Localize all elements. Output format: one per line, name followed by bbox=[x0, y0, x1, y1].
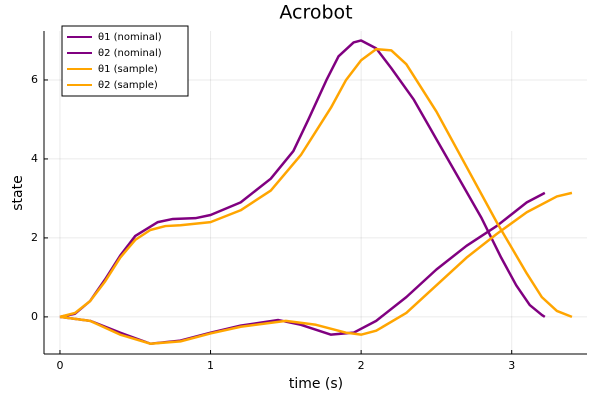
legend-label: θ2 (nominal) bbox=[98, 48, 162, 59]
y-tick-label: 0 bbox=[31, 310, 38, 323]
x-tick-label: 2 bbox=[358, 359, 365, 372]
y-tick-label: 6 bbox=[31, 73, 38, 86]
line bbox=[59, 47, 573, 319]
legend-label: θ1 (sample) bbox=[98, 64, 158, 75]
legend-label: θ1 (nominal) bbox=[98, 32, 162, 43]
line bbox=[59, 191, 546, 345]
chart-title: Acrobot bbox=[279, 2, 352, 24]
x-tick-label: 1 bbox=[207, 359, 214, 372]
x-tick-label: 3 bbox=[508, 359, 515, 372]
legend-label: θ2 (sample) bbox=[98, 80, 158, 91]
y-axis-label: state bbox=[10, 175, 26, 210]
x-axis-label: time (s) bbox=[289, 376, 343, 392]
y-tick-label: 4 bbox=[31, 152, 38, 165]
line bbox=[59, 191, 573, 345]
y-tick-label: 2 bbox=[31, 231, 38, 244]
x-tick-label: 0 bbox=[56, 359, 63, 372]
